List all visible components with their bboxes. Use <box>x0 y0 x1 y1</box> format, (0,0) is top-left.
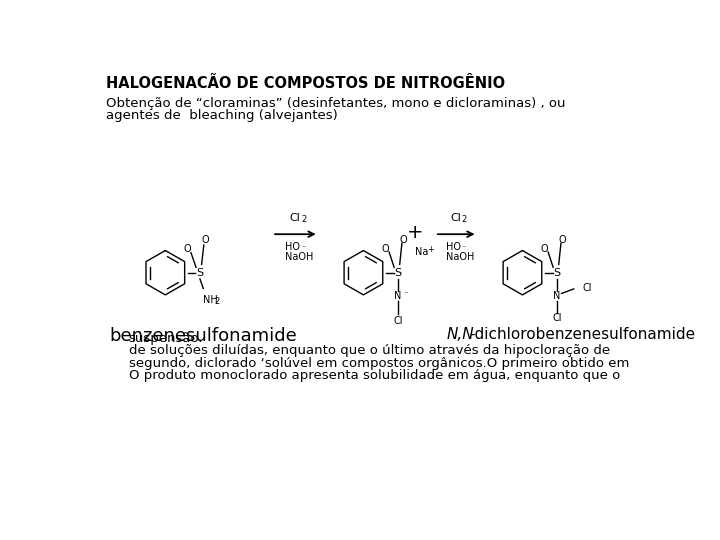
Text: HALOGENACÃO DE COMPOSTOS DE NITROGÊNIO: HALOGENACÃO DE COMPOSTOS DE NITROGÊNIO <box>106 76 505 91</box>
Text: O: O <box>184 244 192 254</box>
Text: S: S <box>197 268 204 278</box>
Text: ⁻: ⁻ <box>301 243 305 252</box>
Text: 2: 2 <box>215 297 220 306</box>
Text: N: N <box>395 291 402 301</box>
Text: NH: NH <box>203 295 217 305</box>
Text: 2: 2 <box>462 215 467 224</box>
Text: Cl: Cl <box>289 213 301 222</box>
Text: O: O <box>559 234 567 245</box>
Text: NaOH: NaOH <box>446 252 474 262</box>
Text: de soluções diluídas, enquanto que o último através da hipocloração de: de soluções diluídas, enquanto que o últ… <box>129 345 610 357</box>
Text: 2: 2 <box>301 215 306 224</box>
Text: O produto monoclorado apresenta solubilidade em água, enquanto que o: O produto monoclorado apresenta solubili… <box>129 369 620 382</box>
Text: benzenesulfonamide: benzenesulfonamide <box>109 327 297 345</box>
Text: N,N: N,N <box>446 327 474 342</box>
Text: Cl: Cl <box>582 283 592 293</box>
Text: segundo, diclorado ‘solúvel em compostos orgânicos.O primeiro obtido em: segundo, diclorado ‘solúvel em compostos… <box>129 356 629 369</box>
Text: N: N <box>554 291 561 301</box>
Text: O: O <box>382 244 390 254</box>
Text: Cl: Cl <box>552 313 562 323</box>
Text: ⁻: ⁻ <box>462 243 466 252</box>
Text: Obtenção de “cloraminas” (desinfetantes, mono e dicloraminas) , ou: Obtenção de “cloraminas” (desinfetantes,… <box>106 97 565 110</box>
Text: Cl: Cl <box>451 213 462 222</box>
Text: O: O <box>541 244 549 254</box>
Text: HO: HO <box>285 242 300 252</box>
Text: suspensão.: suspensão. <box>129 332 203 345</box>
Text: +: + <box>408 223 424 242</box>
Text: NaOH: NaOH <box>285 252 314 262</box>
Text: agentes de  bleaching (alvejantes): agentes de bleaching (alvejantes) <box>106 109 337 122</box>
Text: ⁻: ⁻ <box>404 289 408 298</box>
Text: Cl: Cl <box>393 315 402 326</box>
Text: S: S <box>554 268 561 278</box>
Text: HO: HO <box>446 242 461 252</box>
Text: O: O <box>400 234 408 245</box>
Text: -dichlorobenzenesulfonamide: -dichlorobenzenesulfonamide <box>469 327 695 342</box>
Text: Na: Na <box>415 247 428 257</box>
Text: O: O <box>202 234 210 245</box>
Text: +: + <box>427 245 434 254</box>
Text: S: S <box>395 268 402 278</box>
